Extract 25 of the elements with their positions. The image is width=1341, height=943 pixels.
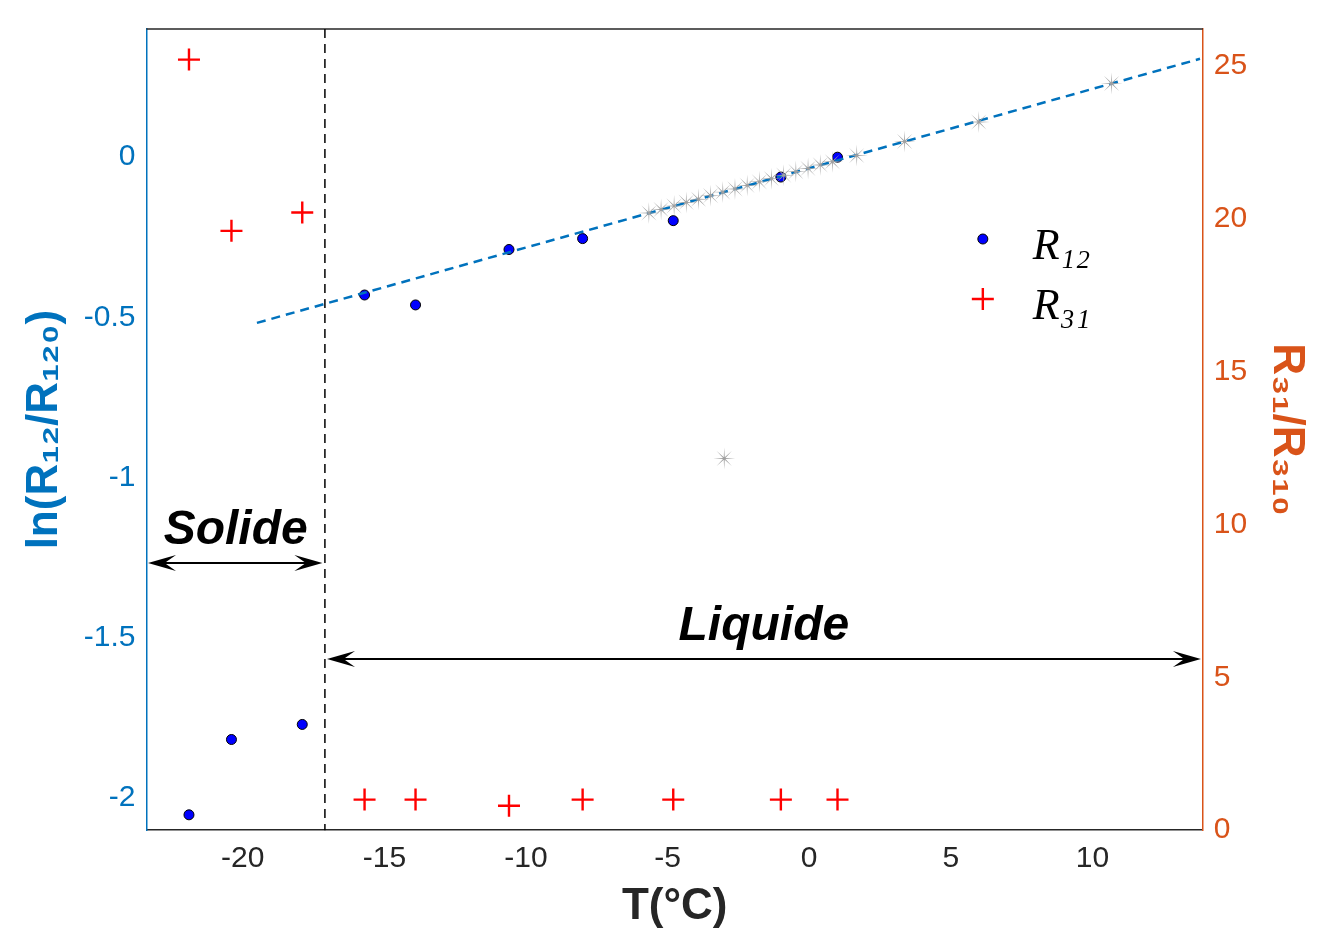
y2-tick-label: 20 <box>1213 199 1248 233</box>
y-tick-label: -2 <box>108 779 136 813</box>
x-tick-label: 0 <box>800 840 818 874</box>
y-tick-label: -0.5 <box>83 298 136 332</box>
x-tick-label: -15 <box>362 840 407 874</box>
y2-axis-title: R₃₁/R₃₁₀ <box>1265 343 1315 516</box>
x-tick-label: -10 <box>504 840 548 874</box>
x-axis-title: T(°C) <box>621 878 728 928</box>
y2-tick-label: 25 <box>1213 46 1248 80</box>
y-tick-label: -1 <box>108 458 136 492</box>
x-tick-label: 10 <box>1075 840 1110 874</box>
y2-tick-label: 10 <box>1213 505 1248 539</box>
x-tick-label: -20 <box>221 840 265 874</box>
x-tick-label: -5 <box>654 840 681 874</box>
y-axis-title: ln(R₁₂/R₁₂₀) <box>16 309 66 550</box>
annotation: Solide <box>163 500 308 554</box>
y2-tick-label: 0 <box>1213 811 1231 845</box>
annotation: Liquide <box>678 596 850 650</box>
x-tick-label: 5 <box>942 840 960 874</box>
legend-label: R₁₂ <box>1031 219 1091 269</box>
y2-tick-label: 15 <box>1213 352 1248 386</box>
y-tick-label: 0 <box>118 138 136 172</box>
legend-label: R₃₁ <box>1031 279 1091 329</box>
y2-tick-label: 5 <box>1213 658 1231 692</box>
y-tick-label: -1.5 <box>83 619 136 653</box>
